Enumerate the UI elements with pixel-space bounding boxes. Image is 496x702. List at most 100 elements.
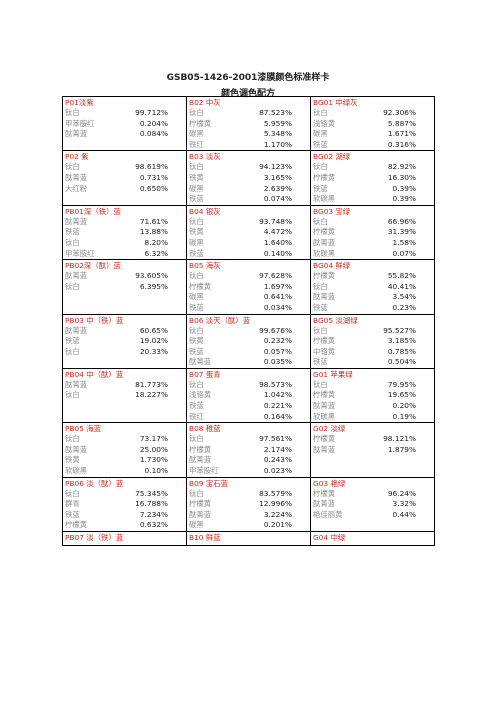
pigment-percent: 0.204% [139,118,168,128]
ingredient-row: 甲苯胺红 0.204% [63,119,186,130]
pigment-percent: 97.628% [259,271,292,281]
pigment-name: 柠檬黄 [65,520,88,530]
color-code-title: P01淡紫 [65,98,94,107]
pigment-name: 柠檬黄 [313,172,336,182]
pigment-percent: 0.164% [263,411,292,421]
pigment-name: 铁蓝 [313,139,328,149]
ingredient-row: 铁黄 1.730% [63,455,186,466]
pigment-name: 甲苯胺红 [65,118,95,128]
pigment-percent: 98.619% [135,162,168,172]
pigment-percent: 0.023% [263,466,292,476]
pigment-percent: 92.306% [383,108,416,117]
pigment-name: 铁蓝 [65,227,80,237]
color-cell: P02 紫钛白 98.619% 酞菁蓝 0.731% 大红粉 0.650% [62,150,187,206]
ingredient-row: 软碳黑 0.10% [63,466,186,477]
pigment-percent: 3.54% [392,292,416,302]
color-code-title: PB01深（铁）蓝 [65,206,121,216]
ingredient-row: 铁蓝 0.074% [187,194,310,205]
pigment-name: 软碳黑 [65,466,88,476]
ingredient-row: 碳黑 0.641% [187,292,310,303]
ingredient-row: 大红粉 0.650% [63,184,186,195]
pigment-name: 铁蓝 [189,248,204,258]
ingredient-row: 甲苯胺红 6.32% [63,249,186,260]
pigment-name: 酞菁蓝 [313,444,336,454]
pigment-percent: 0.243% [263,455,292,465]
color-cell: B08 稚蓝 钛白 97.561% 柠檬黄 2.174% 酞菁蓝 0.243% 甲苯胺红 0.0… [186,422,311,478]
ingredient-row: 碳黑 0.201% [187,520,310,531]
pigment-percent: 5.887% [387,118,416,128]
ingredient-row: 钛白 97.628% [187,271,310,282]
ingredient-row: 中铬黄 0.785% [311,347,434,358]
pigment-percent: 93.605% [135,271,168,281]
pigment-percent: 19.65% [387,390,416,400]
pigment-name: 柠檬黄 [313,227,336,237]
pigment-name: 酞菁蓝 [65,444,88,454]
ingredient-row: 铁蓝 0.057% [187,347,310,358]
table-row: PB02深（酞）蓝 酞菁蓝 93.605% 钛白 6.395% B05 海灰 钛白 97.62… [62,259,435,315]
pigment-percent: 3.224% [263,509,292,519]
ingredient-row: 铁蓝 0.504% [311,357,434,368]
pigment-percent: 0.057% [263,346,292,356]
ingredient-row: 柠檬黄 0.632% [63,520,186,531]
table-row: PB06 淡（酞）蓝 钛白 75.345% 群青 16.788% 铁蓝 7.234% 柠檬黄 0… [62,476,435,533]
color-code-title: B09 宝石蓝 [189,478,228,488]
pigment-name: 铁蓝 [313,357,328,367]
ingredient-row: 酞菁蓝 25.00% [63,445,186,456]
color-cell: G04 中绿 [310,531,435,546]
pigment-name: 柠檬黄 [313,390,336,400]
pigment-name: 柠檬黄 [189,499,212,509]
color-cell: B10 鲜蓝 [186,531,311,546]
color-code-title: BG01 中绿灰 [313,98,358,107]
pigment-name: 碳黑 [189,292,204,302]
color-code-title: PB07 淡（铁）蓝 [65,533,124,542]
pigment-name: 酞菁蓝 [189,455,212,465]
pigment-name: 酞菁蓝 [65,129,88,139]
pigment-percent: 0.232% [263,336,292,346]
pigment-percent: 0.20% [392,401,416,411]
pigment-percent: 20.33% [139,346,168,356]
pigment-name: 铁黄 [65,455,80,465]
pigment-name: 铁蓝 [313,183,328,193]
pigment-percent: 71.61% [139,216,168,226]
pigment-name: 钛白 [313,108,328,117]
pigment-percent: 98.573% [259,379,292,389]
pigment-name: 柠檬黄 [189,118,212,128]
pigment-percent: 3.32% [392,499,416,509]
pigment-percent: 1.879% [387,444,416,454]
pigment-percent: 7.234% [139,509,168,519]
pigment-percent: 6.395% [139,281,168,291]
ingredient-row: 钛白 40.41% [311,282,434,293]
color-code-title: BG04 鲜绿 [313,261,351,271]
ingredient-row: 钛白 6.395% [63,282,186,293]
ingredient-row: 柠檬黄 12.996% [187,499,310,510]
pigment-percent: 0.084% [139,129,168,139]
ingredient-row: 铁红 1.170% [187,140,310,151]
pigment-name: 钛白 [65,390,80,400]
ingredient-row: 碳黑 1.671% [311,129,434,140]
pigment-percent: 16.30% [387,172,416,182]
ingredient-row: 柠檬黄 19.65% [311,390,434,401]
color-code-title: G04 中绿 [313,533,346,542]
pigment-name: 碳黑 [189,520,204,530]
pigment-percent: 98.121% [383,434,416,444]
ingredient-row: 铁黄 0.232% [187,336,310,347]
color-code-title: B02 中灰 [189,98,221,107]
pigment-name: 铁蓝 [313,302,328,312]
pigment-percent: 0.316% [387,139,416,149]
pigment-percent: 0.39% [392,194,416,204]
pigment-name: 铁蓝 [65,336,80,346]
pigment-name: 钛白 [65,434,80,444]
pigment-name: 碳黑 [189,237,204,247]
pigment-name: 钛白 [313,216,328,226]
color-cell: B09 宝石蓝 钛白 83.579% 柠檬黄 12.996% 酞菁蓝 3.224% 碳黑 0.2… [186,476,311,533]
pigment-percent: 0.504% [387,357,416,367]
color-cell: BG05 淡湖绿 钛白 95.527% 柠檬黄 3.185% 中铬黄 0.785% 铁蓝 0.5… [310,313,435,369]
pigment-percent: 2.174% [263,444,292,454]
pigment-percent: 2.639% [263,183,292,193]
pigment-percent: 0.44% [392,509,416,519]
pigment-percent: 99.712% [135,108,168,117]
pigment-percent: 0.19% [392,411,416,421]
table-row: PB03 中（铁）蓝 酞菁蓝 60.65% 铁蓝 19.02% 钛白 20.33% B06 淡… [62,313,435,369]
ingredient-row: 软碳黑 0.19% [311,412,434,423]
ingredient-row: 酞菁蓝 93.605% [63,271,186,282]
